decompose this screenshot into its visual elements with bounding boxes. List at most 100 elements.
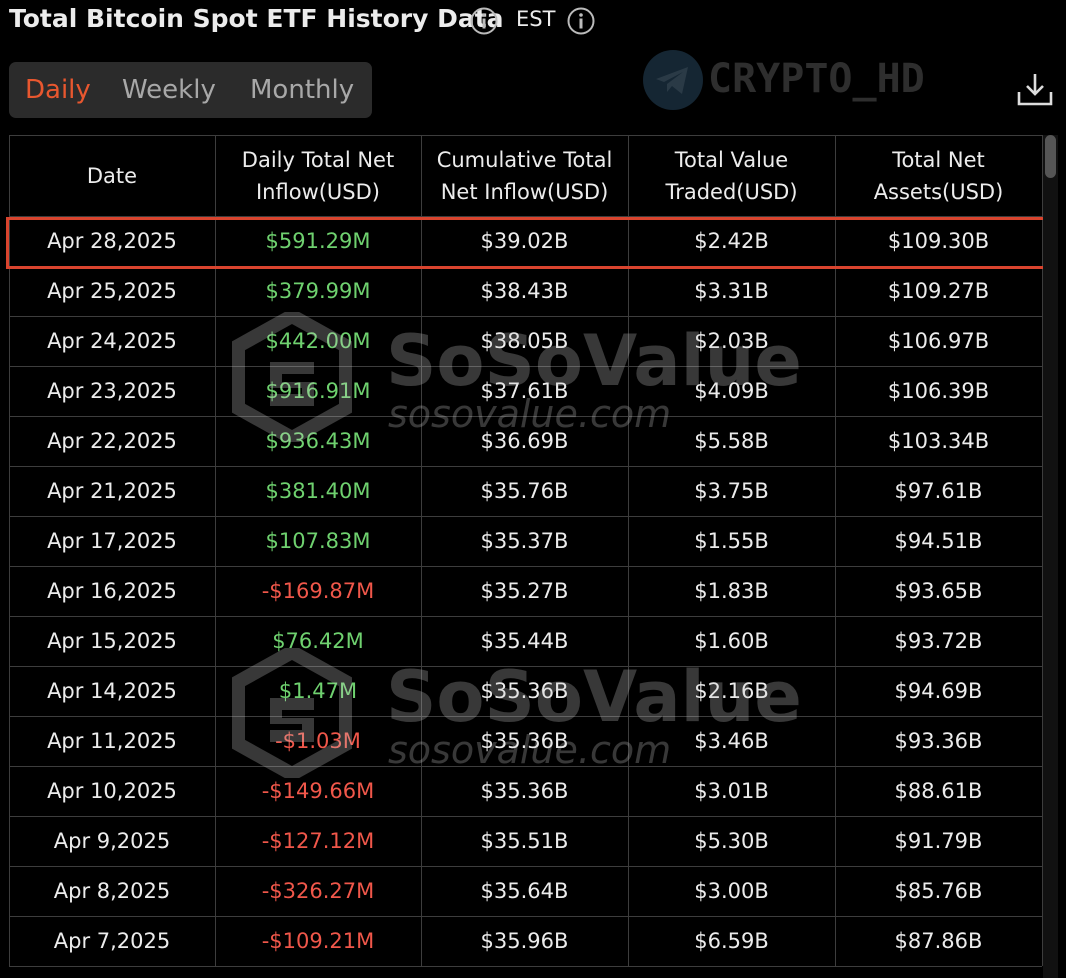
table-cell: $2.42B <box>694 229 769 253</box>
column-border <box>421 135 422 966</box>
highlight-box <box>6 217 1048 269</box>
table-cell: $35.64B <box>480 879 569 903</box>
row-border <box>9 566 1042 567</box>
table-cell: $3.31B <box>694 279 769 303</box>
table-cell: Apr 10,2025 <box>47 779 177 803</box>
row-border <box>9 766 1042 767</box>
table-cell: Apr 24,2025 <box>47 329 177 353</box>
table-cell: Apr 14,2025 <box>47 679 177 703</box>
column-border <box>1042 135 1043 966</box>
telegram-logo <box>643 50 703 110</box>
table-cell: $76.42M <box>272 629 364 653</box>
table-cell: $5.58B <box>694 429 769 453</box>
table-cell: $109.30B <box>887 229 990 253</box>
header-cell: Total Value Traded(USD) <box>628 135 835 216</box>
table-cell: Apr 25,2025 <box>47 279 177 303</box>
table-cell: $591.29M <box>265 229 371 253</box>
table-cell: $1.47M <box>278 679 358 703</box>
header-text: Total Net <box>892 147 985 172</box>
table-cell: $4.09B <box>694 379 769 403</box>
table-cell: $35.36B <box>480 779 569 803</box>
table-cell: $35.76B <box>480 479 569 503</box>
period-tab[interactable]: Monthly <box>250 75 355 105</box>
row-border <box>9 466 1042 467</box>
header-text: Daily Total Net <box>241 147 395 172</box>
header-text: Total Value <box>674 147 789 172</box>
table-cell: $94.69B <box>894 679 983 703</box>
timezone[interactable]: EST <box>516 7 556 31</box>
table-cell: Apr 22,2025 <box>47 429 177 453</box>
row-border <box>9 216 1042 217</box>
table-cell: $91.79B <box>894 829 983 853</box>
table-cell: $36.69B <box>480 429 569 453</box>
table-cell: $37.61B <box>480 379 569 403</box>
table-cell: $5.30B <box>694 829 769 853</box>
table-cell: -$326.27M <box>261 879 375 903</box>
row-border <box>9 316 1042 317</box>
table-cell: Apr 16,2025 <box>47 579 177 603</box>
table-cell: $106.39B <box>887 379 990 403</box>
header-cell: Daily Total Net Inflow(USD) <box>215 135 421 216</box>
table-cell: $93.65B <box>894 579 983 603</box>
info-icon[interactable] <box>566 6 596 36</box>
header-text: Cumulative Total <box>436 147 613 172</box>
table-cell: Apr 8,2025 <box>53 879 171 903</box>
scrollbar[interactable] <box>1043 135 1058 978</box>
row-border <box>9 416 1042 417</box>
table-cell: Apr 21,2025 <box>47 479 177 503</box>
row-border <box>9 966 1042 967</box>
table-cell: $1.60B <box>694 629 769 653</box>
table-cell: $39.02B <box>480 229 569 253</box>
row-border <box>9 916 1042 917</box>
period-tab[interactable]: Weekly <box>122 75 216 105</box>
table-cell: $106.97B <box>887 329 990 353</box>
table-cell: $3.00B <box>694 879 769 903</box>
info-icon[interactable] <box>469 6 499 36</box>
table-cell: $379.99M <box>265 279 371 303</box>
table-cell: $35.36B <box>480 679 569 703</box>
table-cell: -$149.66M <box>261 779 375 803</box>
header-cell: Date <box>9 135 215 216</box>
table-cell: $88.61B <box>894 779 983 803</box>
table-cell: $1.55B <box>694 529 769 553</box>
row-border <box>9 616 1042 617</box>
table-cell: $103.34B <box>887 429 990 453</box>
table-cell: $35.37B <box>480 529 569 553</box>
table-cell: $3.75B <box>694 479 769 503</box>
row-border <box>9 816 1042 817</box>
table-cell: $936.43M <box>265 429 371 453</box>
period-tab[interactable]: Daily <box>25 75 91 105</box>
table-cell: -$127.12M <box>261 829 375 853</box>
table-cell: $3.01B <box>694 779 769 803</box>
table-cell: $3.46B <box>694 729 769 753</box>
table-cell: $38.05B <box>480 329 569 353</box>
table-cell: $93.36B <box>894 729 983 753</box>
table-cell: $35.36B <box>480 729 569 753</box>
row-border <box>9 366 1042 367</box>
table-cell: $442.00M <box>265 329 371 353</box>
table-cell: -$169.87M <box>261 579 375 603</box>
table-cell: -$109.21M <box>261 929 375 953</box>
download-button[interactable] <box>1016 70 1054 108</box>
table-cell: $916.91M <box>265 379 371 403</box>
header-cell: Cumulative Total Net Inflow(USD) <box>421 135 628 216</box>
table-cell: $94.51B <box>894 529 983 553</box>
table-cell: Apr 28,2025 <box>47 229 177 253</box>
table-cell: $38.43B <box>480 279 569 303</box>
header-text: Inflow(USD) <box>255 179 380 204</box>
table-cell: $35.27B <box>480 579 569 603</box>
period-tabs: Daily Weekly Monthly <box>9 62 372 118</box>
table-cell: $381.40M <box>265 479 371 503</box>
column-border <box>835 135 836 966</box>
table-cell: $107.83M <box>265 529 371 553</box>
column-border <box>215 135 216 966</box>
table-cell: $35.96B <box>480 929 569 953</box>
row-border <box>9 666 1042 667</box>
scroll-thumb[interactable] <box>1045 135 1056 178</box>
header-text: Traded(USD) <box>665 179 798 204</box>
table-cell: $2.03B <box>694 329 769 353</box>
header-cell: Total Net Assets(USD) <box>835 135 1042 216</box>
table-cell: Apr 17,2025 <box>47 529 177 553</box>
